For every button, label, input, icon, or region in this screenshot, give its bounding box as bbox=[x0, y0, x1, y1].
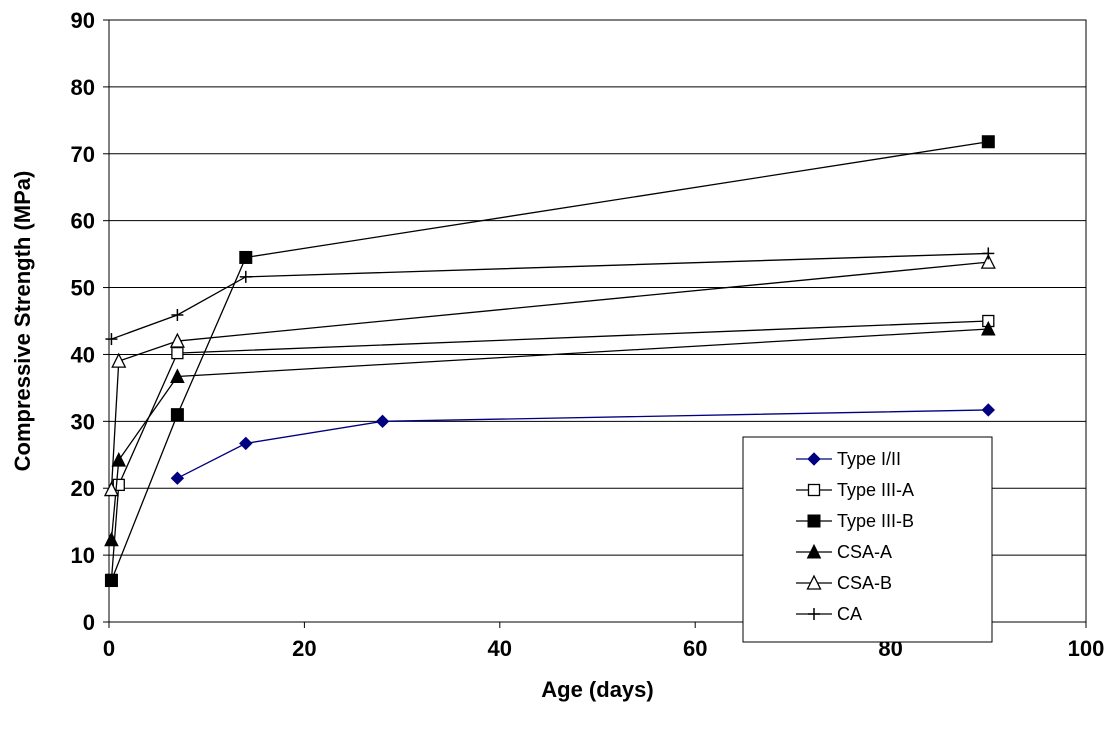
x-tick-label: 40 bbox=[488, 636, 512, 661]
series-ca bbox=[105, 247, 995, 346]
data-point-csa-a bbox=[104, 531, 119, 547]
y-tick-label: 90 bbox=[71, 8, 95, 33]
legend-label: CSA-A bbox=[837, 542, 892, 562]
y-tick-label: 20 bbox=[71, 476, 95, 501]
legend-label: Type III-B bbox=[837, 511, 914, 531]
y-tick-label: 60 bbox=[71, 209, 95, 234]
legend-marker bbox=[807, 452, 821, 466]
x-axis-title: Age (days) bbox=[541, 677, 653, 702]
data-point-csa-b bbox=[169, 332, 185, 348]
y-tick-label: 0 bbox=[83, 610, 95, 635]
data-point-type-iii-b bbox=[104, 574, 118, 588]
legend-label: Type I/II bbox=[837, 449, 901, 469]
data-point-csa-a bbox=[170, 368, 185, 384]
legend-item-type-iii-a: Type III-A bbox=[796, 480, 914, 500]
series-line-type-iii-b bbox=[110, 141, 989, 581]
y-tick-label: 70 bbox=[71, 142, 95, 167]
data-point-type-i-ii bbox=[375, 414, 390, 429]
y-tick-label: 80 bbox=[71, 75, 95, 100]
y-tick-label: 50 bbox=[71, 276, 95, 301]
legend-label: CSA-B bbox=[837, 573, 892, 593]
data-point-type-i-ii bbox=[170, 471, 185, 485]
legend-item-type-iii-b: Type III-B bbox=[796, 511, 914, 531]
legend-marker bbox=[807, 514, 821, 528]
plot-frame bbox=[108, 19, 1087, 623]
legend-label: CA bbox=[837, 604, 862, 624]
series-group bbox=[103, 135, 996, 588]
data-point-ca bbox=[105, 333, 118, 346]
data-point-csa-b bbox=[111, 352, 127, 368]
legend-marker bbox=[807, 483, 821, 497]
y-tick-label: 30 bbox=[71, 409, 95, 434]
series-csa-b bbox=[103, 253, 996, 497]
x-tick-label: 60 bbox=[683, 636, 707, 661]
legend-label: Type III-A bbox=[837, 480, 914, 500]
data-point-ca bbox=[171, 308, 184, 321]
data-point-csa-b bbox=[980, 253, 996, 269]
x-tick-label: 20 bbox=[292, 636, 316, 661]
legend-item-ca: CA bbox=[796, 604, 862, 624]
legend-marker bbox=[806, 574, 822, 590]
series-type-i-ii bbox=[170, 403, 996, 485]
y-tick-label: 40 bbox=[71, 342, 95, 367]
data-point-type-iii-b bbox=[981, 135, 995, 149]
y-axis: 0 10 20 30 40 50 60 70 80 90 bbox=[71, 8, 109, 635]
x-tick-label: 0 bbox=[103, 636, 115, 661]
legend: Type I/II Type III-A Type III-B CSA-A CSA-B C… bbox=[742, 436, 993, 643]
data-point-csa-a bbox=[980, 320, 996, 336]
series-type-iii-b bbox=[104, 135, 995, 588]
data-point-type-iii-b bbox=[170, 408, 184, 422]
data-point-csa-b bbox=[103, 481, 119, 497]
legend-marker bbox=[806, 543, 822, 559]
legend-item-csa-a: CSA-A bbox=[796, 542, 892, 562]
data-point-csa-a bbox=[111, 452, 127, 467]
legend-box bbox=[742, 436, 993, 643]
series-line-csa-b bbox=[110, 261, 989, 490]
data-point-ca bbox=[982, 247, 995, 260]
legend-marker bbox=[808, 608, 820, 620]
data-point-ca bbox=[239, 270, 252, 283]
data-point-type-iii-a bbox=[171, 346, 184, 360]
series-line-type-i-ii bbox=[177, 409, 989, 479]
x-tick-label: 100 bbox=[1068, 636, 1105, 661]
x-axis: 0 20 40 60 80 100 bbox=[103, 622, 1104, 661]
data-point-type-iii-b bbox=[239, 250, 253, 264]
series-line-ca bbox=[111, 252, 989, 340]
data-point-type-i-ii bbox=[239, 436, 253, 451]
legend-item-type-i-ii: Type I/II bbox=[796, 449, 901, 469]
series-line-csa-a bbox=[110, 328, 989, 540]
data-point-type-i-ii bbox=[981, 403, 996, 417]
y-tick-label: 10 bbox=[71, 543, 95, 568]
y-axis-title: Compressive Strength (MPa) bbox=[10, 171, 35, 472]
legend-item-csa-b: CSA-B bbox=[796, 573, 892, 593]
series-csa-a bbox=[104, 320, 996, 547]
